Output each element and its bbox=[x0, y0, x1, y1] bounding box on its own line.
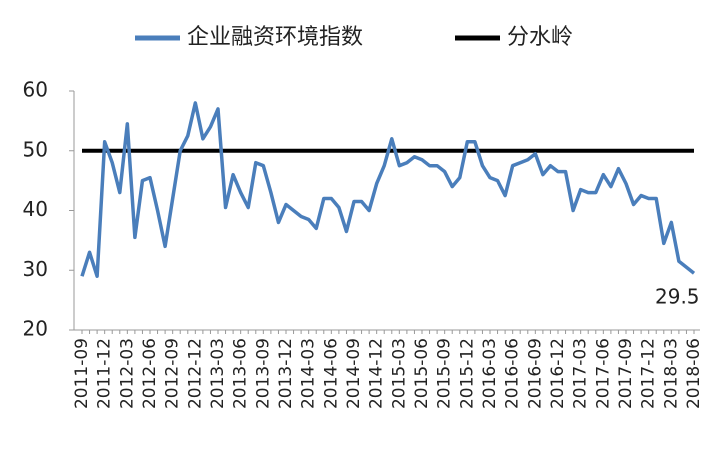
x-tick-label: 2013-06 bbox=[231, 338, 251, 409]
x-tick-label: 2012-09 bbox=[163, 338, 183, 409]
legend-label: 企业融资环境指数 bbox=[187, 25, 363, 50]
x-tick-label: 2013-09 bbox=[253, 338, 273, 409]
x-tick-label: 2014-06 bbox=[321, 338, 341, 409]
x-tick-label: 2012-03 bbox=[117, 338, 137, 409]
series-line bbox=[80, 101, 696, 278]
x-tick-label: 2012-06 bbox=[140, 338, 160, 409]
y-tick-label: 20 bbox=[23, 317, 48, 341]
x-tick-label: 2016-09 bbox=[525, 338, 545, 409]
x-tick-label: 2011-12 bbox=[95, 338, 115, 409]
y-tick-label: 30 bbox=[23, 257, 48, 281]
annotation: 29.5 bbox=[655, 285, 700, 309]
x-tick-label: 2017-09 bbox=[616, 338, 636, 409]
x-tick-label: 2016-06 bbox=[503, 338, 523, 409]
x-tick-label: 2016-03 bbox=[480, 338, 500, 409]
y-tick-label: 60 bbox=[23, 78, 48, 102]
x-tick-label: 2017-03 bbox=[571, 338, 591, 409]
x-tick-label: 2015-03 bbox=[389, 338, 409, 409]
x-tick-label: 2014-09 bbox=[344, 338, 364, 409]
x-tick-label: 2014-12 bbox=[367, 338, 387, 409]
x-tick-label: 2017-06 bbox=[593, 338, 613, 409]
x-tick-label: 2017-12 bbox=[639, 338, 659, 409]
legend-label: 分水岭 bbox=[507, 25, 573, 50]
x-tick-label: 2015-12 bbox=[457, 338, 477, 409]
x-tick-label: 2016-12 bbox=[548, 338, 568, 409]
x-tick-label: 2015-09 bbox=[435, 338, 455, 409]
x-tick-label: 2013-12 bbox=[276, 338, 296, 409]
x-tick-label: 2011-09 bbox=[72, 338, 92, 409]
y-tick-label: 50 bbox=[23, 137, 48, 161]
x-tick-label: 2018-03 bbox=[661, 338, 681, 409]
x-tick-label: 2015-06 bbox=[412, 338, 432, 409]
x-tick-label: 2012-12 bbox=[185, 338, 205, 409]
x-tick-label: 2013-03 bbox=[208, 338, 228, 409]
x-tick-label: 2014-03 bbox=[299, 338, 319, 409]
y-tick-label: 40 bbox=[23, 197, 48, 221]
x-tick-label: 2018-06 bbox=[684, 338, 704, 409]
